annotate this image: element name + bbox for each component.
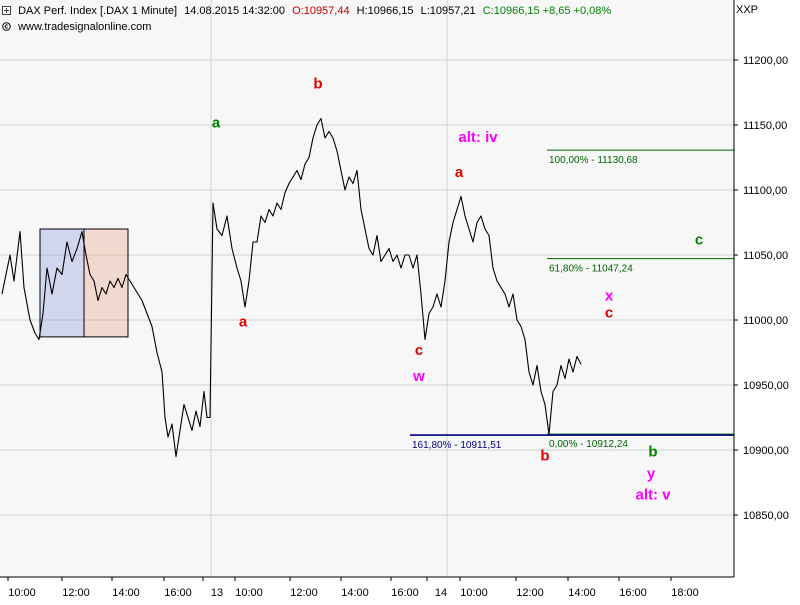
close-change-value: C:10966,15 +8,65 +0,08% <box>482 5 612 17</box>
low-value: L:10957,21 <box>420 5 476 17</box>
open-value: O:10957,44 <box>292 5 350 17</box>
fib-label-2: 61,80% - 11047,24 <box>549 264 633 275</box>
x-tick-label: 14:00 <box>568 587 596 599</box>
y-tick-label: 11150,00 <box>743 120 787 132</box>
wave-label: c <box>695 232 703 249</box>
wave-label: c <box>605 304 613 321</box>
y-tick-label: 10900,00 <box>743 445 789 457</box>
y-tick-label: 11050,00 <box>743 250 788 262</box>
highlight-box-2 <box>83 228 129 338</box>
x-tick-label: 10:00 <box>235 587 263 599</box>
y-tick-label: 10850,00 <box>743 510 789 522</box>
x-tick-label: 12:00 <box>516 587 544 599</box>
plot-area <box>0 0 734 577</box>
wave-label: a <box>455 164 464 181</box>
y-tick-label: 11100,00 <box>743 185 787 197</box>
highlight-box-1 <box>39 228 85 338</box>
x-tick-label: 12:00 <box>290 587 318 599</box>
timestamp: 14.08.2015 14:32:00 <box>184 5 286 17</box>
y-tick-label: 10950,00 <box>743 380 789 392</box>
high-value: H:10966,15 <box>356 5 414 17</box>
x-tick-label: 14:00 <box>341 587 369 599</box>
y-tick-label: 11000,00 <box>743 315 788 327</box>
x-tick-label: 10:00 <box>460 587 488 599</box>
copyright-icon <box>2 22 11 31</box>
wave-label: b <box>540 447 549 464</box>
source-url: www.tradesignalonline.com <box>18 21 152 33</box>
chart-settings-icon[interactable] <box>2 6 11 15</box>
wave-label: b <box>313 76 322 93</box>
x-tick-label: 16:00 <box>164 587 192 599</box>
symbol-label: XXP <box>735 4 758 16</box>
x-tick-label: 18:00 <box>671 587 699 599</box>
wave-label: a <box>239 314 248 331</box>
x-tick-label: 10:00 <box>8 587 36 599</box>
instrument-name: DAX Perf. Index [.DAX 1 Minute] <box>18 5 178 17</box>
fib-label-4: 161,80% - 10911,51 <box>412 440 502 451</box>
x-tick-label: 16:00 <box>391 587 419 599</box>
price-series-line <box>1 117 582 458</box>
wave-label: c <box>415 342 423 359</box>
fib-label-1: 100,00% - 11130,68 <box>549 155 638 166</box>
y-tick-label: 11200,00 <box>743 55 788 67</box>
wave-label: alt: iv <box>458 129 498 146</box>
wave-label: b <box>648 444 657 461</box>
x-tick-label: 12:00 <box>62 587 90 599</box>
wave-label: a <box>212 115 221 132</box>
fib-label-3: 0,00% - 10912,24 <box>549 439 628 450</box>
x-tick-label: 14 <box>435 587 447 599</box>
source-line: www.tradesignalonline.com <box>2 20 151 34</box>
chart-header: DAX Perf. Index [.DAX 1 Minute] 14.08.20… <box>2 3 611 19</box>
wave-label: x <box>605 288 614 305</box>
wave-label: alt: v <box>635 486 671 503</box>
wave-label: y <box>647 466 656 483</box>
x-tick-label: 16:00 <box>619 587 647 599</box>
x-tick-label: 13 <box>211 587 223 599</box>
wave-label: w <box>412 368 425 385</box>
x-tick-label: 14:00 <box>112 587 140 599</box>
